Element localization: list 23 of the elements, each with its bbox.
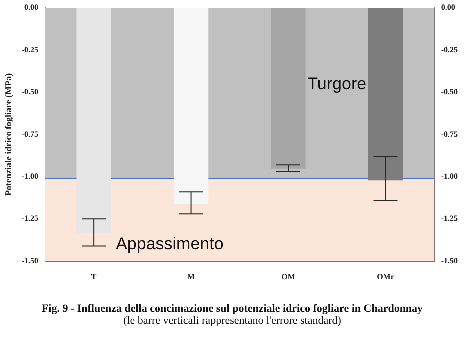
y2-tick-label: -1.00	[441, 172, 458, 181]
y2-tick-label: -0.25	[441, 45, 458, 54]
text: Fig. 9 - Influenza della concimazione sul potenziale idrico fogliare in Chardonnay	[40, 303, 424, 315]
y-tick-label: -1.25	[22, 214, 38, 224]
y2-tick-label: -1.25	[441, 214, 458, 224]
y-axis-title: Potenziale idrico fogliare (MPa)	[4, 73, 14, 196]
y-tick-label: -1.00	[22, 172, 38, 181]
x-tick-label: M	[188, 272, 196, 282]
y-tick-label: 0.00	[24, 3, 38, 12]
band-label: Turgore	[308, 74, 367, 94]
y-tick-label: -0.75	[22, 130, 38, 139]
y2-tick-label: -0.50	[441, 88, 458, 97]
y-tick-label: -0.25	[22, 45, 38, 54]
text: (le barre verticali rappresentano l'errore standard)	[122, 315, 342, 327]
y-tick-label: -1.50	[22, 256, 38, 266]
y2-tick-label: -1.50	[441, 256, 458, 266]
x-tick-label: T	[91, 272, 98, 282]
x-tick-label: OM	[282, 272, 296, 282]
x-tick-label: OMr	[377, 272, 395, 282]
y2-tick-label: 0.00	[441, 3, 456, 12]
band-label: Appassimento	[116, 234, 224, 254]
y2-tick-label: -0.75	[441, 130, 458, 139]
y-tick-label: -0.50	[22, 88, 38, 97]
